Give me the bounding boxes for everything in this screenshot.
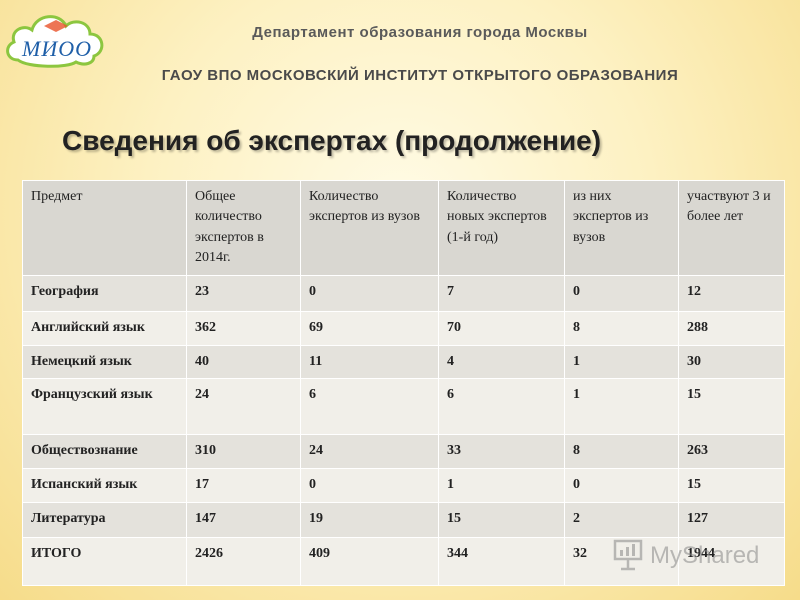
table-cell: 15 bbox=[438, 501, 565, 538]
table-cell-subject: Литература bbox=[22, 501, 187, 538]
table-header-cell: участвуют 3 и более лет bbox=[678, 180, 785, 276]
table-cell-subject: Немецкий язык bbox=[22, 344, 187, 380]
table-cell-subject: География bbox=[22, 275, 187, 312]
table-row-total: ИТОГО 2426 409 344 32 1944 bbox=[22, 536, 785, 586]
experts-table: Предмет Общее количество экспертов в 201… bbox=[22, 180, 785, 586]
table-cell: 4 bbox=[438, 344, 565, 380]
table-cell-subject: ИТОГО bbox=[22, 536, 187, 586]
table-row: География 23 0 7 0 12 bbox=[22, 275, 785, 312]
table-cell: 0 bbox=[564, 467, 679, 503]
watermark: MyShared bbox=[612, 538, 782, 574]
table-header-cell: из них экспертов из вузов bbox=[564, 180, 679, 276]
table-cell: 15 bbox=[678, 378, 785, 436]
table-cell: 40 bbox=[186, 344, 301, 380]
table-row: Французский язык 24 6 6 1 15 bbox=[22, 378, 785, 436]
table-cell: 12 bbox=[678, 275, 785, 312]
table-cell: 19 bbox=[300, 501, 439, 538]
table-cell: 32 bbox=[564, 536, 679, 586]
table-cell: 147 bbox=[186, 501, 301, 538]
table-cell: 0 bbox=[300, 467, 439, 503]
table-cell: 6 bbox=[300, 378, 439, 436]
table-cell: 24 bbox=[300, 434, 439, 469]
table-row: Литература 147 19 15 2 127 bbox=[22, 501, 785, 538]
table-cell: 8 bbox=[564, 434, 679, 469]
table-cell: 0 bbox=[564, 275, 679, 312]
presentation-icon bbox=[613, 539, 643, 571]
table-cell: 7 bbox=[438, 275, 565, 312]
table-cell: 8 bbox=[564, 311, 679, 346]
table-cell-subject: Обществознание bbox=[22, 434, 187, 469]
logo: МИОО bbox=[4, 6, 108, 68]
department-heading: Департамент образования города Москвы bbox=[252, 24, 588, 41]
table-cell: 30 bbox=[678, 344, 785, 380]
table-cell: 409 bbox=[300, 536, 439, 586]
table-cell: 2426 bbox=[186, 536, 301, 586]
table-cell: 2 bbox=[564, 501, 679, 538]
table-row: Обществознание 310 24 33 8 263 bbox=[22, 434, 785, 469]
table-row: Испанский язык 17 0 1 0 15 bbox=[22, 467, 785, 503]
table-cell: 0 bbox=[300, 275, 439, 312]
table-cell: 362 bbox=[186, 311, 301, 346]
table-cell-subject: Французский язык bbox=[22, 378, 187, 436]
table-header-cell: Предмет bbox=[22, 180, 187, 276]
table-cell: 1 bbox=[564, 378, 679, 436]
watermark-text: MyShared bbox=[650, 542, 760, 569]
table-cell: 1 bbox=[564, 344, 679, 380]
slide-title: Сведения об экспертах (продолжение) bbox=[62, 125, 602, 156]
table-cell: 127 bbox=[678, 501, 785, 538]
table-cell: 344 bbox=[438, 536, 565, 586]
logo-cloud-icon bbox=[6, 15, 104, 68]
table-cell: 15 bbox=[678, 467, 785, 503]
table-cell: 310 bbox=[186, 434, 301, 469]
table-row: Английский язык 362 69 70 8 288 bbox=[22, 311, 785, 346]
table-cell: 23 bbox=[186, 275, 301, 312]
table-cell: 33 bbox=[438, 434, 565, 469]
table-cell-subject: Испанский язык bbox=[22, 467, 187, 503]
table-cell: 17 bbox=[186, 467, 301, 503]
logo-text: МИОО bbox=[22, 36, 92, 61]
institute-heading: ГАОУ ВПО МОСКОВСКИЙ ИНСТИТУТ ОТКРЫТОГО О… bbox=[161, 67, 679, 84]
table-cell: 69 bbox=[300, 311, 439, 346]
table-cell: 24 bbox=[186, 378, 301, 436]
table-cell: 1 bbox=[438, 467, 565, 503]
table-cell: 6 bbox=[438, 378, 565, 436]
table-header-cell: Количество экспертов из вузов bbox=[300, 180, 439, 276]
table-cell: 1944 bbox=[678, 536, 785, 586]
table-header-row: Предмет Общее количество экспертов в 201… bbox=[22, 180, 785, 276]
table-cell: 288 bbox=[678, 311, 785, 346]
table-cell: 11 bbox=[300, 344, 439, 380]
table-row: Немецкий язык 40 11 4 1 30 bbox=[22, 344, 785, 380]
table-cell-subject: Английский язык bbox=[22, 311, 187, 346]
table-cell: 263 bbox=[678, 434, 785, 469]
table-header-cell: Количество новых экспертов (1-й год) bbox=[438, 180, 565, 276]
table-cell: 70 bbox=[438, 311, 565, 346]
table-header-cell: Общее количество экспертов в 2014г. bbox=[186, 180, 301, 276]
